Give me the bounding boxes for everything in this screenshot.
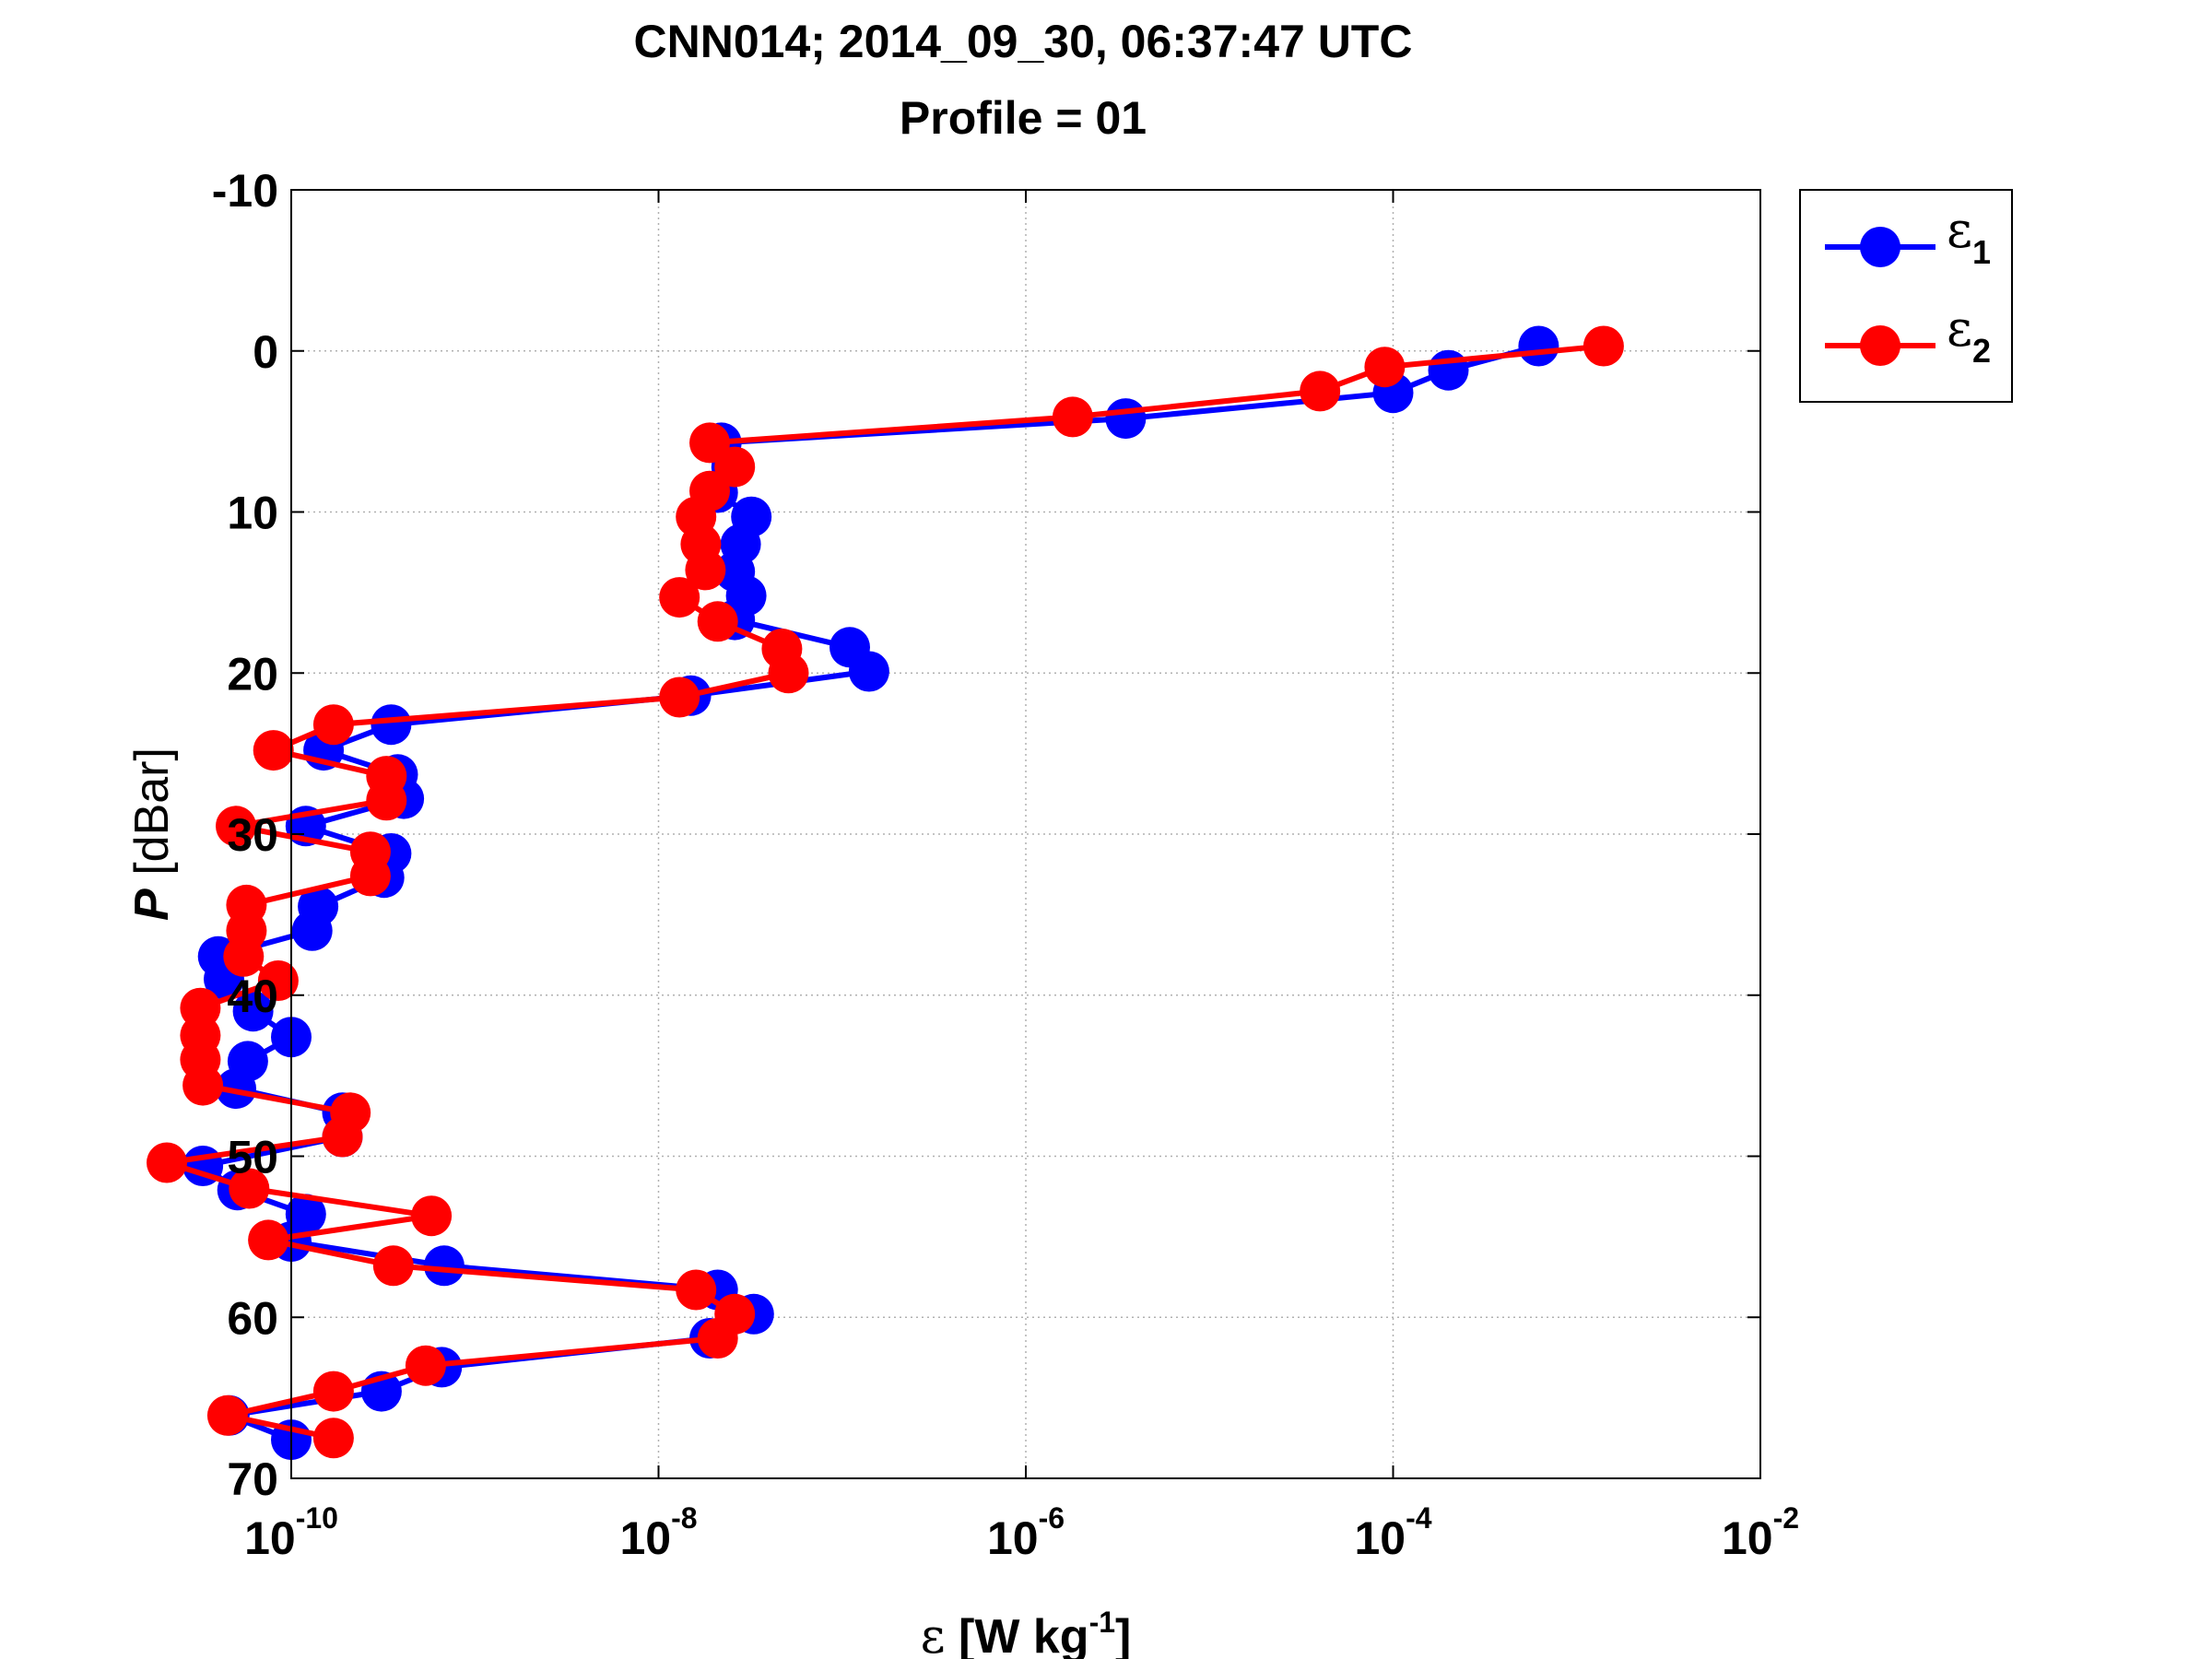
legend-label-eps2-symbol: ε <box>1947 300 1972 358</box>
legend-label-eps2-sub: 2 <box>1972 332 1991 370</box>
data-point-eps2 <box>147 1142 187 1183</box>
y-tick-label: 40 <box>227 971 278 1022</box>
data-point-eps2 <box>1052 396 1093 438</box>
data-point-eps2 <box>257 960 299 1001</box>
y-axis-label: P [dBar] <box>125 747 179 921</box>
data-point-eps1 <box>371 704 412 746</box>
data-point-eps2 <box>411 1195 453 1237</box>
data-point-eps2 <box>372 1245 414 1287</box>
x-axis-label: ε [W kg-1] <box>921 1606 1132 1659</box>
legend-marker-eps1 <box>1860 227 1900 267</box>
data-point-eps1 <box>1428 349 1469 391</box>
data-point-eps1 <box>291 910 333 951</box>
x-axis-label-text: [W kg <box>946 1610 1089 1659</box>
legend-box <box>1799 189 2013 403</box>
x-tick-label: 10-6 <box>987 1501 1065 1564</box>
y-axis-label-symbol: P <box>125 888 179 921</box>
y-tick-label: 30 <box>227 809 278 861</box>
data-point-eps2 <box>676 1269 717 1311</box>
data-point-eps2 <box>312 1418 354 1459</box>
legend-marker-eps2 <box>1860 325 1900 366</box>
data-point-eps2 <box>312 704 354 746</box>
y-tick-label: 50 <box>227 1132 278 1183</box>
x-tick-base: 10 <box>987 1512 1039 1564</box>
x-tick-exponent: -8 <box>671 1501 697 1535</box>
legend-label-eps1-sub: 1 <box>1972 233 1991 271</box>
y-tick-label: 20 <box>227 648 278 700</box>
data-point-eps2 <box>659 577 700 618</box>
data-point-eps2 <box>216 806 256 847</box>
data-point-eps2 <box>253 730 294 771</box>
data-point-eps2 <box>697 1318 738 1359</box>
data-point-eps2 <box>659 677 700 718</box>
data-point-eps2 <box>714 446 756 488</box>
legend-label-eps1-symbol: ε <box>1947 201 1972 259</box>
data-point-eps2 <box>366 780 407 821</box>
data-point-eps2 <box>689 422 730 464</box>
x-axis-label-exponent: -1 <box>1089 1606 1115 1639</box>
data-point-eps2 <box>248 1219 289 1261</box>
data-point-eps1 <box>1105 398 1147 440</box>
data-point-eps1 <box>232 991 274 1032</box>
series-eps2 <box>147 325 1624 1459</box>
data-point-eps2 <box>697 601 738 642</box>
data-point-eps1 <box>848 651 889 692</box>
data-point-eps2 <box>312 1371 354 1412</box>
y-tick-label: -10 <box>212 165 278 217</box>
x-tick-base: 10 <box>619 1512 671 1564</box>
x-axis-label-symbol: ε <box>921 1609 946 1659</box>
data-point-eps1 <box>216 1068 256 1110</box>
x-tick-label: 10-4 <box>1354 1501 1431 1564</box>
x-axis-label-close: ] <box>1115 1610 1131 1659</box>
grid-lines <box>291 190 1760 1478</box>
y-tick-label: 70 <box>227 1453 278 1505</box>
data-point-eps2 <box>182 1065 224 1106</box>
data-point-eps2 <box>322 1116 363 1158</box>
x-tick-base: 10 <box>1354 1512 1406 1564</box>
data-point-eps2 <box>229 1168 270 1209</box>
legend: ε1 ε2 <box>1799 189 2013 403</box>
legend-label-eps1: ε1 <box>1947 201 1991 271</box>
x-tick-label: 10-10 <box>244 1501 338 1564</box>
x-tick-base: 10 <box>1722 1512 1773 1564</box>
x-tick-exponent: -10 <box>296 1501 338 1535</box>
data-point-eps1 <box>423 1245 465 1287</box>
data-point-eps2 <box>223 935 265 977</box>
data-point-eps2 <box>1583 325 1624 367</box>
data-point-eps2 <box>685 549 726 591</box>
legend-label-eps2: ε2 <box>1947 300 1991 370</box>
data-point-eps2 <box>405 1345 446 1386</box>
series-layer <box>147 325 1624 1461</box>
y-tick-label: 10 <box>227 488 278 539</box>
x-tick-label: 10-2 <box>1722 1501 1799 1564</box>
data-point-eps2 <box>1364 347 1406 388</box>
x-tick-exponent: -2 <box>1773 1501 1799 1535</box>
y-tick-label: 0 <box>253 326 278 378</box>
y-axis-label-text: [dBar] <box>125 747 179 888</box>
data-point-eps2 <box>768 653 809 694</box>
data-point-eps2 <box>349 855 391 897</box>
chart-subtitle: Profile = 01 <box>900 92 1147 144</box>
x-tick-exponent: -4 <box>1406 1501 1432 1535</box>
data-point-eps2 <box>1300 371 1341 412</box>
chart-title: CNN014; 2014_09_30, 06:37:47 UTC <box>634 16 1413 67</box>
x-tick-label: 10-8 <box>619 1501 697 1564</box>
x-tick-base: 10 <box>244 1512 296 1564</box>
x-tick-exponent: -6 <box>1039 1501 1065 1535</box>
data-point-eps1 <box>1518 325 1559 367</box>
data-point-eps2 <box>206 1394 248 1436</box>
y-tick-label: 60 <box>227 1292 278 1344</box>
